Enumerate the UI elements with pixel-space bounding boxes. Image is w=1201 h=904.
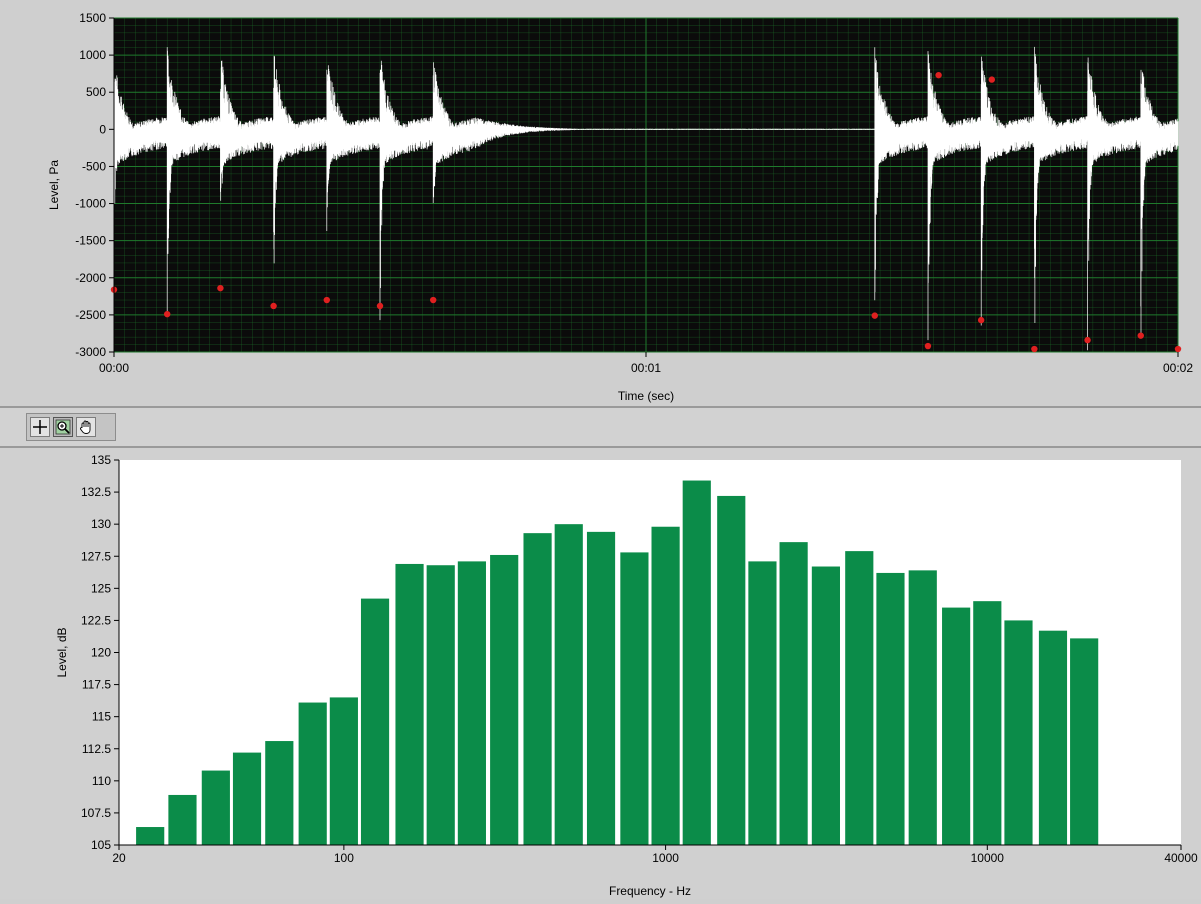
y-tick-label: -2000 [75, 271, 106, 285]
y-tick-label: 120 [91, 646, 111, 660]
peak-marker [217, 284, 224, 292]
y-tick-label: 127.5 [81, 549, 111, 563]
waveform-panel: 1500 1000 500 0 -500 -1000 -1500 -2000 -2500 -300… [0, 0, 1201, 408]
y-tick-label: 500 [86, 85, 106, 99]
peak-marker [430, 296, 437, 304]
spectrum-bar [973, 601, 1002, 845]
spectrum-bar [876, 572, 905, 845]
peak-marker [1174, 345, 1182, 353]
spectrum-bar [265, 741, 294, 845]
spectrum-panel: 135 132.5 130 127.5 125 122.5 120 117.5 115 112.5… [0, 448, 1201, 899]
peak-marker [270, 302, 277, 310]
x-axis-label: Frequency - Hz [609, 884, 691, 898]
y-tick-label: -2500 [75, 308, 106, 322]
peak-marker [935, 71, 942, 79]
x-tick-label: 00:00 [99, 361, 129, 375]
x-tick-label: 00:02 [1163, 361, 1193, 375]
spectrum-bar [651, 526, 680, 845]
spectrum-bar [620, 552, 649, 845]
spectrum-bar [1038, 630, 1068, 845]
x-tick-label: 100 [334, 851, 354, 865]
graph-palette-strip [0, 408, 1201, 448]
y-tick-label: -500 [82, 159, 106, 173]
spectrum-bar [360, 598, 390, 845]
spectrum-bar [1004, 620, 1033, 845]
y-tick-label: 105 [91, 838, 111, 852]
peak-marker [164, 310, 171, 318]
spectrum-chart: 135 132.5 130 127.5 125 122.5 120 117.5 115 112.5… [55, 453, 1198, 898]
y-tick-label: 0 [99, 122, 106, 136]
y-tick-label: 110 [92, 774, 111, 788]
crosshair-icon[interactable] [30, 417, 50, 437]
spectrum-bar [298, 702, 327, 845]
y-tick-label: 1000 [79, 48, 106, 62]
peak-marker [977, 316, 985, 324]
x-axis-label: Time (sec) [618, 389, 674, 403]
spectrum-bar [523, 533, 552, 845]
zoom-icon[interactable] [53, 417, 73, 437]
y-axis-label: Level, Pa [47, 160, 61, 210]
spectrum-bar [457, 561, 486, 845]
spectrum-bar [201, 770, 230, 845]
spectrum-bar [811, 566, 840, 845]
hand-icon[interactable] [76, 417, 96, 437]
spectrum-bar [426, 565, 455, 845]
y-tick-label: 125 [91, 581, 111, 595]
spectrum-bar [395, 563, 424, 845]
y-tick-label: 107.5 [81, 806, 111, 820]
graph-tool-palette [26, 413, 116, 441]
spectrum-bar [554, 524, 583, 845]
y-tick-label: 115 [92, 710, 111, 724]
y-tick-label: 135 [91, 453, 111, 467]
spectrum-bar [329, 697, 358, 845]
spectrum-bar [908, 570, 937, 845]
peak-marker [988, 76, 995, 83]
spectrum-bar [586, 531, 616, 845]
y-tick-label: -1000 [75, 197, 106, 211]
peak-marker [1031, 345, 1038, 353]
peak-marker [924, 342, 932, 350]
spectrum-bar [136, 827, 165, 845]
y-tick-label: -3000 [75, 345, 106, 359]
y-tick-label: 130 [91, 517, 111, 531]
spectrum-bar [682, 480, 711, 845]
peak-marker [1137, 332, 1144, 339]
x-tick-label: 1000 [652, 851, 679, 865]
y-tick-label: -1500 [75, 234, 106, 248]
spectrum-bar [1070, 638, 1099, 845]
spectrum-bar [490, 554, 519, 845]
spectrum-bar [942, 607, 971, 845]
x-tick-label: 40000 [1164, 851, 1198, 865]
spectrum-bar [748, 561, 777, 845]
y-tick-label: 1500 [79, 11, 106, 25]
y-axis-label: Level, dB [55, 627, 69, 677]
peak-marker [871, 312, 878, 319]
peak-marker [323, 296, 330, 304]
spectrum-bar [717, 495, 746, 845]
y-tick-label: 122.5 [81, 613, 111, 627]
x-tick-label: 20 [112, 851, 126, 865]
waveform-chart: 1500 1000 500 0 -500 -1000 -1500 -2000 -2500 -300… [47, 11, 1193, 403]
y-tick-label: 112.5 [82, 742, 111, 756]
spectrum-bar [232, 752, 262, 845]
x-tick-label: 10000 [971, 851, 1005, 865]
plot-area [119, 460, 1181, 845]
spectrum-bar [168, 794, 197, 845]
y-tick-label: 117.5 [82, 678, 111, 692]
x-tick-label: 00:01 [631, 361, 661, 375]
peak-marker [1084, 336, 1091, 344]
peak-marker [376, 302, 384, 310]
spectrum-bar [845, 551, 874, 845]
y-tick-label: 132.5 [81, 485, 111, 499]
spectrum-bar [779, 542, 808, 845]
